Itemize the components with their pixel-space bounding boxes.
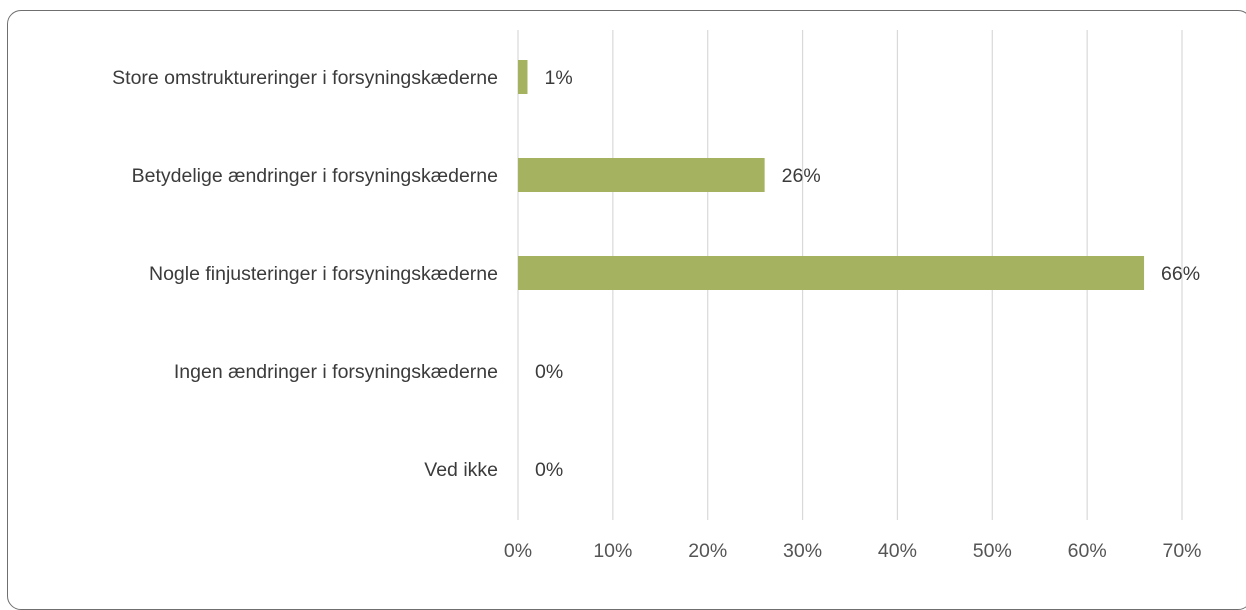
category-label: Ved ikke <box>424 459 498 481</box>
x-tick-label: 0% <box>504 540 532 562</box>
x-tick-label: 20% <box>688 540 727 562</box>
bar <box>518 256 1145 290</box>
data-label: 26% <box>782 165 821 187</box>
bar <box>518 60 528 94</box>
data-label: 1% <box>544 67 572 89</box>
data-label: 66% <box>1161 263 1200 285</box>
x-tick-label: 10% <box>593 540 632 562</box>
bars <box>518 60 1145 290</box>
data-labels: 1% 26% 66% 0% 0% <box>535 67 1200 481</box>
x-tick-label: 70% <box>1162 540 1201 562</box>
x-tick-label: 30% <box>783 540 822 562</box>
x-tick-label: 50% <box>973 540 1012 562</box>
x-tick-label: 60% <box>1068 540 1107 562</box>
x-axis-tick-labels: 0% 10% 20% 30% 40% 50% 60% 70% <box>504 540 1202 562</box>
category-label: Nogle finjusteringer i forsyningskæderne <box>149 263 498 285</box>
category-label: Store omstruktureringer i forsyningskæde… <box>112 67 498 89</box>
bar <box>518 158 765 192</box>
category-label: Betydelige ændringer i forsyningskæderne <box>132 165 498 187</box>
x-tick-label: 40% <box>878 540 917 562</box>
category-labels: Store omstruktureringer i forsyningskæde… <box>112 67 498 481</box>
category-label: Ingen ændringer i forsyningskæderne <box>174 361 498 383</box>
data-label: 0% <box>535 361 563 383</box>
data-label: 0% <box>535 459 563 481</box>
chart-frame <box>7 10 1246 610</box>
